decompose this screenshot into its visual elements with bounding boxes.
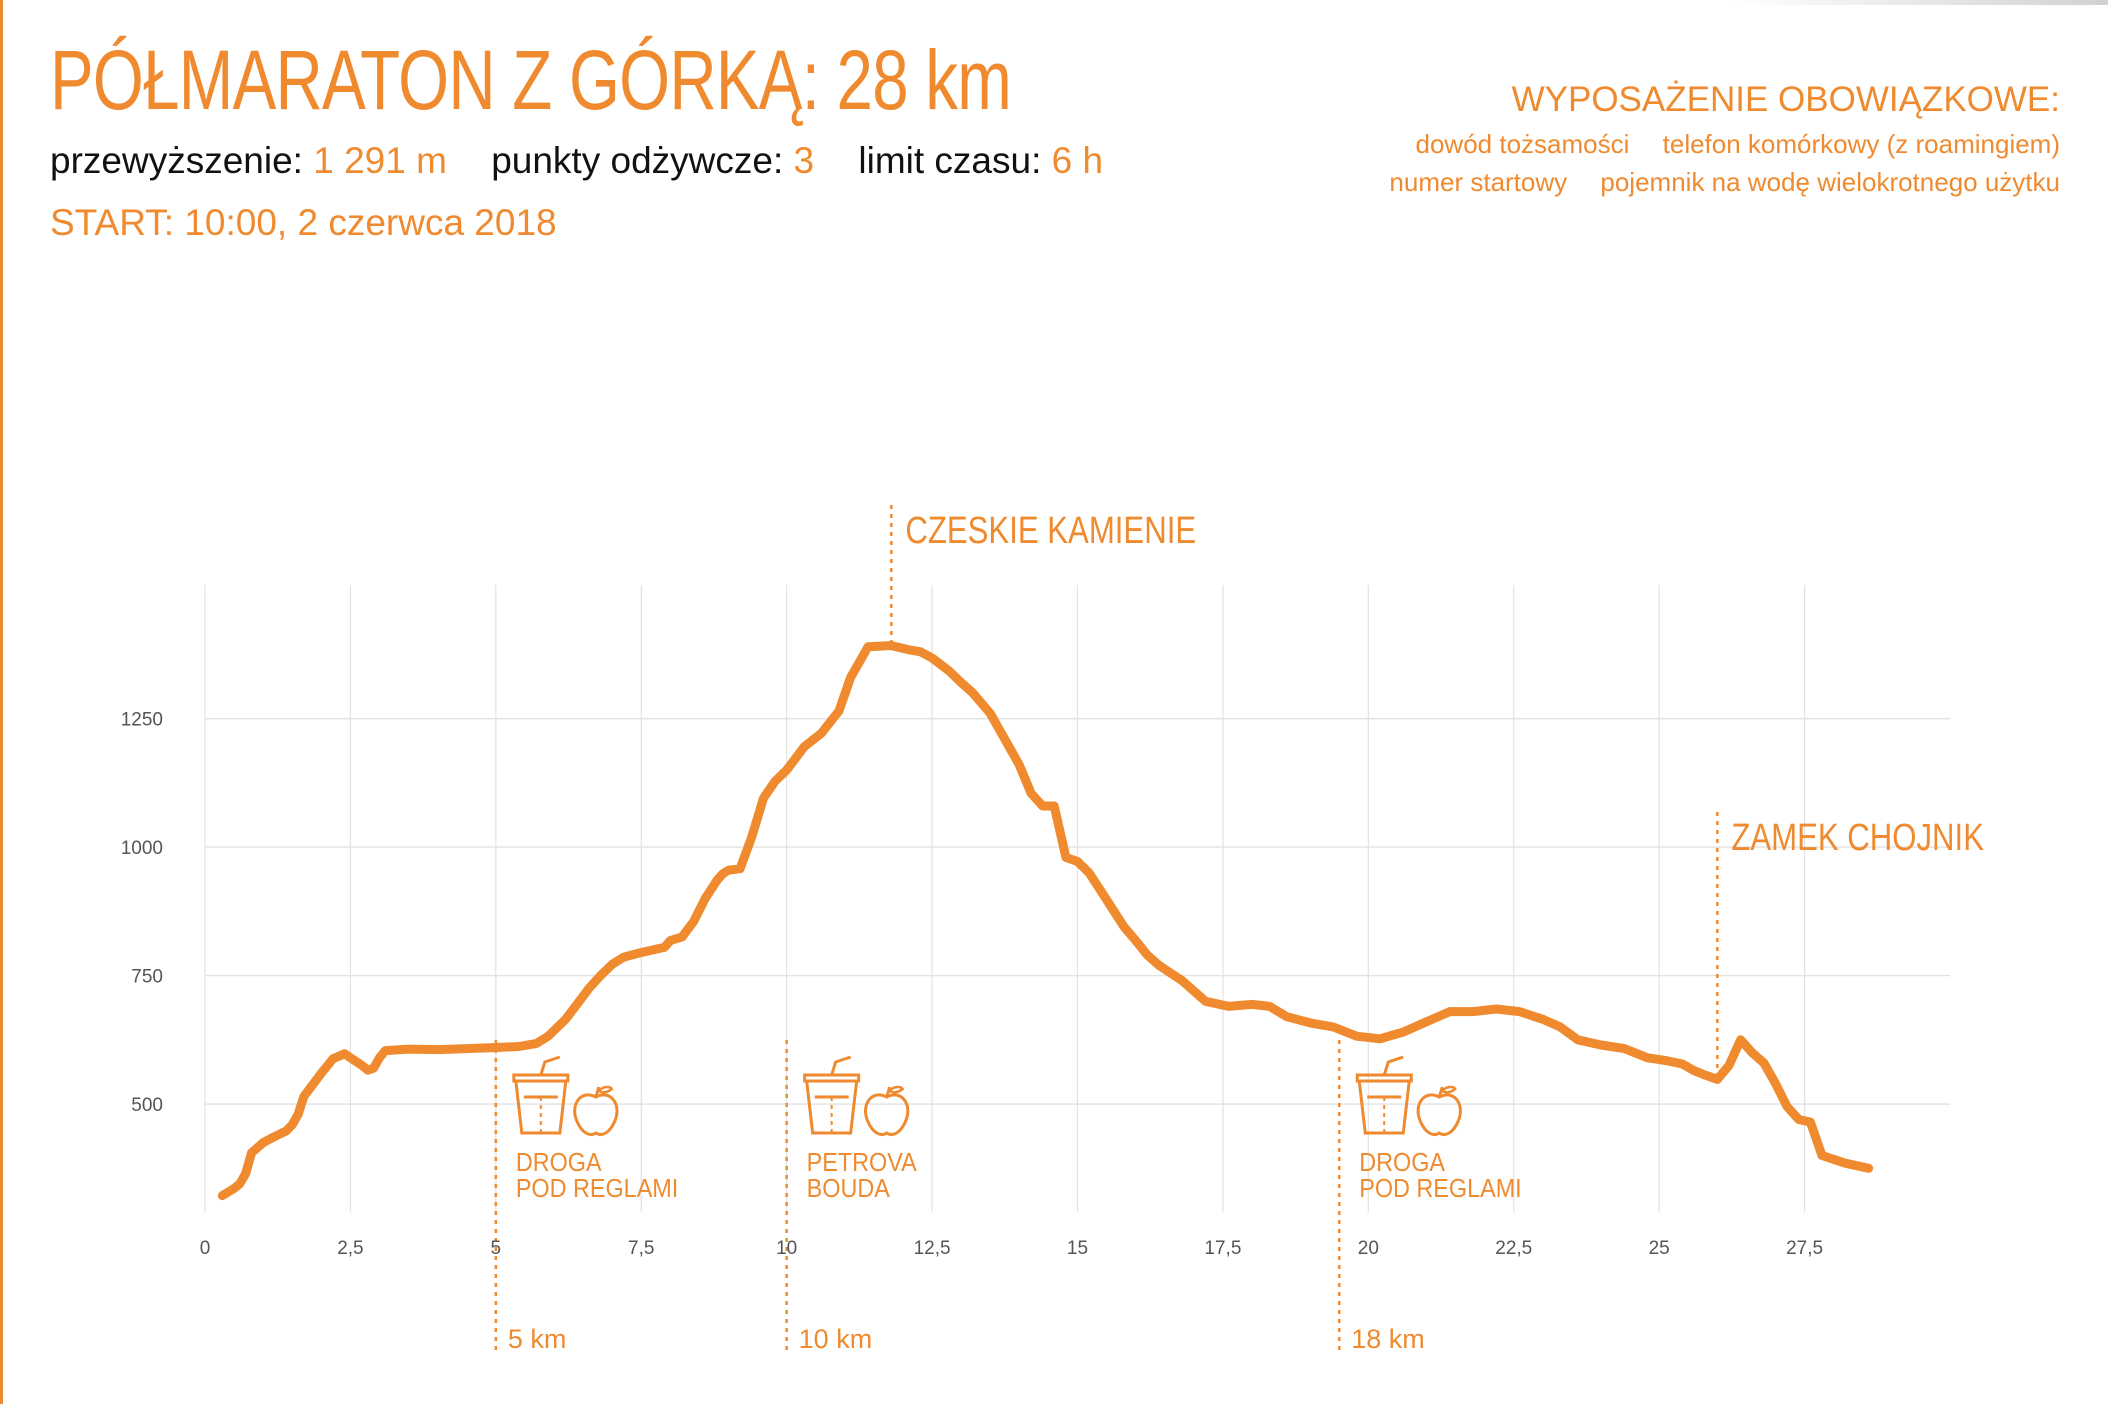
stat-food-points-label: punkty odżywcze: — [491, 140, 794, 181]
y-tick-label: 500 — [131, 1095, 163, 1116]
stat-time-limit-label: limit czasu: — [858, 140, 1052, 181]
x-tick-label: 2,5 — [337, 1238, 363, 1259]
stat-elevation-value: 1 291 m — [313, 140, 447, 181]
stat-food-points: punkty odżywcze: 3 — [491, 140, 814, 181]
stat-time-limit: limit czasu: 6 h — [858, 140, 1103, 181]
x-tick-label: 15 — [1067, 1238, 1088, 1259]
mandatory-equipment: WYPOSAŻENIE OBOWIĄZKOWE: dowód tożsamośc… — [1363, 82, 2060, 207]
x-tick-label: 25 — [1649, 1238, 1670, 1259]
x-tick-label: 17,5 — [1204, 1238, 1241, 1259]
stat-elevation: przewyższenie: 1 291 m — [50, 140, 447, 181]
distance-marker-label: 10 km — [799, 1324, 873, 1354]
distance-marker-label: 5 km — [508, 1324, 567, 1354]
apple-icon — [573, 1085, 619, 1136]
chart-series — [217, 641, 1874, 1201]
y-tick-label: 1000 — [121, 838, 163, 859]
x-tick-label: 12,5 — [914, 1238, 951, 1259]
drink-cup-icon — [512, 1055, 570, 1135]
drink-cup-icon — [1355, 1055, 1413, 1135]
drink-cup-icon — [803, 1055, 861, 1135]
annotation-label: ZAMEK CHOJNIK — [1731, 817, 1984, 859]
annotation-label: CZESKIE KAMIENIE — [905, 510, 1196, 552]
x-tick-label: 22,5 — [1495, 1238, 1532, 1259]
x-tick-label: 0 — [200, 1238, 211, 1259]
x-tick-label: 7,5 — [628, 1238, 654, 1259]
food-point-label-line1: PETROVA — [807, 1149, 918, 1177]
distance-marker-label: 18 km — [1351, 1324, 1425, 1354]
chart-annotations: CZESKIE KAMIENIE ZAMEK CHOJNIK 5 km 10 km 18… — [494, 505, 1984, 1354]
chart-grid — [204, 585, 1950, 1212]
food-point-label-line2: BOUDA — [807, 1175, 891, 1203]
food-point-label-line1: DROGA — [1359, 1149, 1445, 1177]
equipment-item-id: dowód tożsamości — [1415, 129, 1630, 159]
equipment-title: WYPOSAŻENIE OBOWIĄZKOWE: — [1511, 80, 2060, 119]
equipment-row: dowód tożsamości telefon komórkowy (z ro… — [1363, 131, 2060, 157]
stat-food-points-value: 3 — [793, 140, 815, 181]
equipment-item-phone: telefon komórkowy (z roamingiem) — [1662, 129, 2060, 159]
apple-icon — [864, 1085, 910, 1136]
food-point-label-line2: POD REGLAMI — [516, 1175, 678, 1203]
x-tick-label: 5 — [491, 1238, 502, 1259]
x-tick-label: 20 — [1358, 1238, 1379, 1259]
equipment-row: numer startowy pojemnik na wodę wielokro… — [1363, 169, 2060, 195]
food-point-label-line2: POD REGLAMI — [1359, 1175, 1521, 1203]
race-stats: przewyższenie: 1 291 m punkty odżywcze: … — [50, 142, 1137, 179]
elevation-profile-line — [217, 641, 1874, 1201]
stat-elevation-label: przewyższenie: — [50, 140, 314, 181]
apple-icon — [1416, 1085, 1462, 1136]
page-corner-shadow — [1728, 0, 2108, 5]
food-point-label-line1: DROGA — [516, 1149, 602, 1177]
y-tick-label: 750 — [131, 967, 163, 988]
equipment-item-bib: numer startowy — [1389, 167, 1568, 197]
chart-axis-ticks: 0 2,5 5 7,5 10 12,5 15 17,5 20 22,5 25 27,5 500 750 10… — [121, 710, 1823, 1259]
y-tick-label: 1250 — [121, 710, 163, 731]
stat-time-limit-value: 6 h — [1051, 140, 1104, 181]
equipment-item-bottle: pojemnik na wodę wielokrotnego użytku — [1600, 167, 2060, 197]
x-tick-label: 10 — [776, 1238, 797, 1259]
x-tick-label: 27,5 — [1786, 1238, 1823, 1259]
start-info: START: 10:00, 2 czerwca 2018 — [50, 202, 557, 243]
page-title: PÓŁMARATON Z GÓRKĄ: 28 km — [50, 33, 1012, 127]
left-frame-border — [0, 0, 3, 1404]
